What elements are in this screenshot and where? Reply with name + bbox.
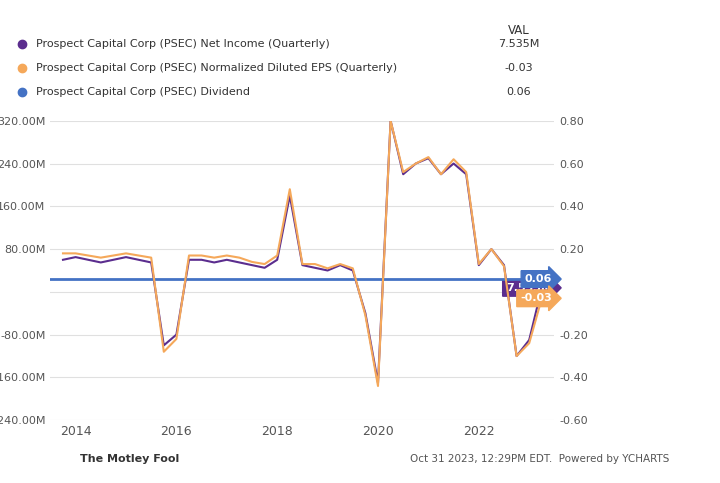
Text: -0.03: -0.03: [520, 293, 552, 303]
Text: VAL: VAL: [508, 24, 529, 37]
Text: 0.06: 0.06: [524, 274, 552, 284]
Text: 7.535M: 7.535M: [506, 283, 552, 293]
Text: 7.535M: 7.535M: [498, 39, 539, 49]
Text: 0.06: 0.06: [506, 87, 531, 98]
Text: The Motley Fool: The Motley Fool: [80, 454, 179, 464]
Text: Prospect Capital Corp (PSEC) Dividend: Prospect Capital Corp (PSEC) Dividend: [36, 87, 250, 98]
Text: -0.03: -0.03: [504, 63, 533, 73]
Text: Prospect Capital Corp (PSEC) Net Income (Quarterly): Prospect Capital Corp (PSEC) Net Income …: [36, 39, 330, 49]
Text: Prospect Capital Corp (PSEC) Normalized Diluted EPS (Quarterly): Prospect Capital Corp (PSEC) Normalized …: [36, 63, 397, 73]
Text: Oct 31 2023, 12:29PM EDT.  Powered by YCHARTS: Oct 31 2023, 12:29PM EDT. Powered by YCH…: [410, 454, 670, 464]
